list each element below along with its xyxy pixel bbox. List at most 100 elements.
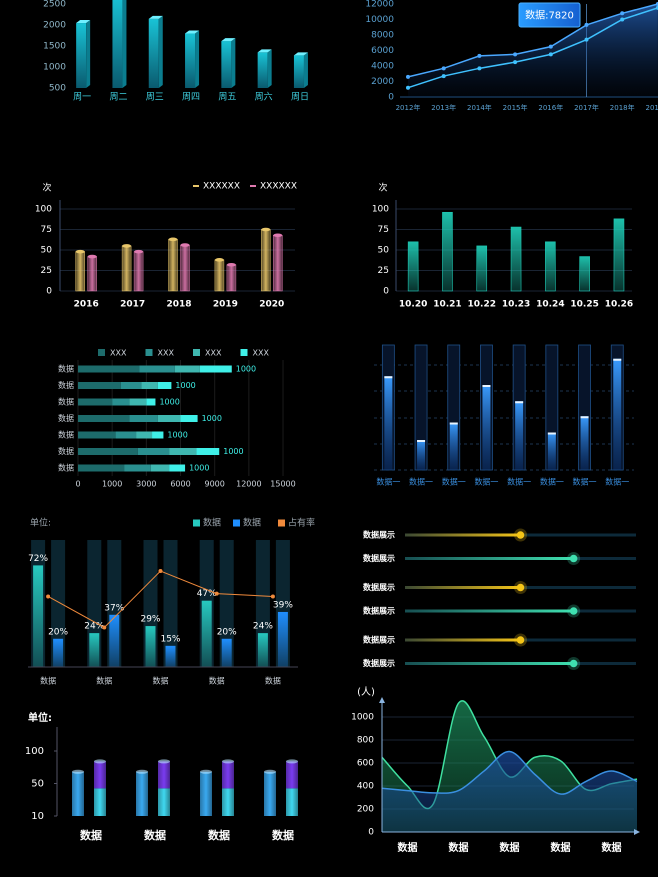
data-label: 72% <box>28 554 48 564</box>
bar-annotation: 1000 <box>159 398 179 407</box>
cylinder-top <box>214 258 224 262</box>
x-tick-label: 数据 <box>40 676 56 686</box>
bar-top <box>293 52 308 56</box>
column-background <box>219 540 234 667</box>
cylinder-body <box>222 761 234 789</box>
x-tick-label: 0 <box>75 480 80 489</box>
data-label: 24% <box>84 622 104 632</box>
slider-fill <box>405 638 521 642</box>
line-series <box>381 750 638 795</box>
cylinder-top <box>261 227 271 232</box>
bar-front <box>293 55 304 88</box>
line-point <box>477 66 482 71</box>
cylinder-body <box>180 244 190 292</box>
x-tick-label: 2013年 <box>431 103 456 112</box>
x-tick-label: 2017 <box>120 300 145 310</box>
bar-side <box>267 49 272 88</box>
knob <box>569 607 578 615</box>
y-tick-label: 500 <box>49 84 66 94</box>
bar-top <box>257 49 272 53</box>
cylinder-top <box>286 759 298 764</box>
legend-label: XXXXXX <box>260 182 297 192</box>
bar-annotation: 1000 <box>223 447 243 456</box>
progress-fill <box>384 376 393 470</box>
bar-segment <box>78 431 116 439</box>
x-axis-arrow <box>634 829 640 835</box>
x-tick-label: 数据 <box>551 841 571 854</box>
bar-front <box>112 0 123 88</box>
legend-label: XXX <box>158 349 175 358</box>
bar-top <box>148 15 163 19</box>
x-tick-label: 数据 <box>449 841 469 854</box>
progress-fill <box>515 401 524 470</box>
progress-cap <box>515 401 524 404</box>
y-tick-label: 50 <box>31 779 44 790</box>
x-tick-label: 12000 <box>236 480 261 489</box>
progress-cap <box>547 432 556 435</box>
bar-segment <box>136 431 153 439</box>
cylinder-body <box>264 771 276 816</box>
bar-annotation: 1000 <box>167 431 187 440</box>
line-point <box>214 591 219 596</box>
legend-label: XXXXXX <box>203 182 240 192</box>
x-tick-label: 数据 <box>272 828 294 842</box>
combo-chart: 单位: 数据 数据 占有率72%24%29%47%24%20%37%15%20%39%… <box>28 517 315 686</box>
knob <box>516 583 525 592</box>
line-point <box>548 52 553 57</box>
bar <box>89 633 100 667</box>
unit-label: 单位: <box>28 711 52 724</box>
legend-swatch <box>145 349 153 356</box>
y-axis-arrow <box>379 697 385 703</box>
x-tick-label: 2018 <box>166 300 191 310</box>
progress-cap <box>613 358 622 361</box>
stacked-hbar-chart: XXX XXX XXX XXX 0 1000 3000 6000 9000 12000 15000 数… <box>58 349 296 489</box>
bar-front <box>148 18 159 88</box>
x-tick-label: 2017年 <box>574 103 599 112</box>
bar-segment <box>169 464 186 472</box>
y-tick-label: 数据 <box>58 380 74 390</box>
legend-label: XXX <box>110 349 127 358</box>
bar <box>145 626 156 667</box>
x-tick-label: 数据一 <box>573 477 597 487</box>
bar <box>257 633 268 667</box>
cylinder-body <box>136 771 148 816</box>
bar-segment <box>129 398 147 406</box>
x-tick-label: 15000 <box>270 480 295 489</box>
y-tick-label: 25 <box>378 266 389 276</box>
legend-label: XXX <box>253 349 270 358</box>
line-point <box>158 569 163 574</box>
line-point <box>620 17 625 22</box>
legend-swatch <box>98 349 105 356</box>
bar-segment <box>157 382 172 389</box>
cylinder-body <box>94 761 106 789</box>
data-label: 29% <box>140 615 160 625</box>
row-label: 数据展示 <box>363 530 395 540</box>
progress-cap <box>449 422 458 425</box>
cylinder-body <box>261 229 271 292</box>
progress-column-chart: 数据一 数据一 数据一 数据一 数据一 数据一 数据一 数据一 <box>374 344 634 487</box>
bar-segment <box>146 398 156 406</box>
y-tick-label: 75 <box>378 225 389 235</box>
y-axis-label: 次 <box>378 182 387 194</box>
knob <box>569 659 578 668</box>
data-label: 24% <box>253 622 273 632</box>
y-tick-label: 数据 <box>58 463 74 473</box>
data-label: 37% <box>104 603 124 613</box>
x-tick-label: 2015年 <box>503 103 528 112</box>
cylinder-body <box>273 234 283 292</box>
row-label: 数据展示 <box>363 582 395 592</box>
y-tick-label: 50 <box>378 246 390 256</box>
yearly-line-chart: 0 2000 4000 6000 8000 10000 12000 2012年 2013年 201… <box>365 0 658 112</box>
x-tick-label: 数据一 <box>605 477 629 487</box>
x-tick-label: 2016年 <box>538 103 563 112</box>
y-tick-label: 75 <box>41 225 52 235</box>
row-label: 数据展示 <box>363 658 395 668</box>
line-point <box>46 594 51 599</box>
line-point <box>584 37 589 42</box>
y-tick-label: 50 <box>41 246 53 256</box>
progress-fill <box>580 416 589 470</box>
row-label: 数据展示 <box>363 553 395 563</box>
data-label: 20% <box>48 627 68 637</box>
cylinder-body <box>158 788 170 816</box>
